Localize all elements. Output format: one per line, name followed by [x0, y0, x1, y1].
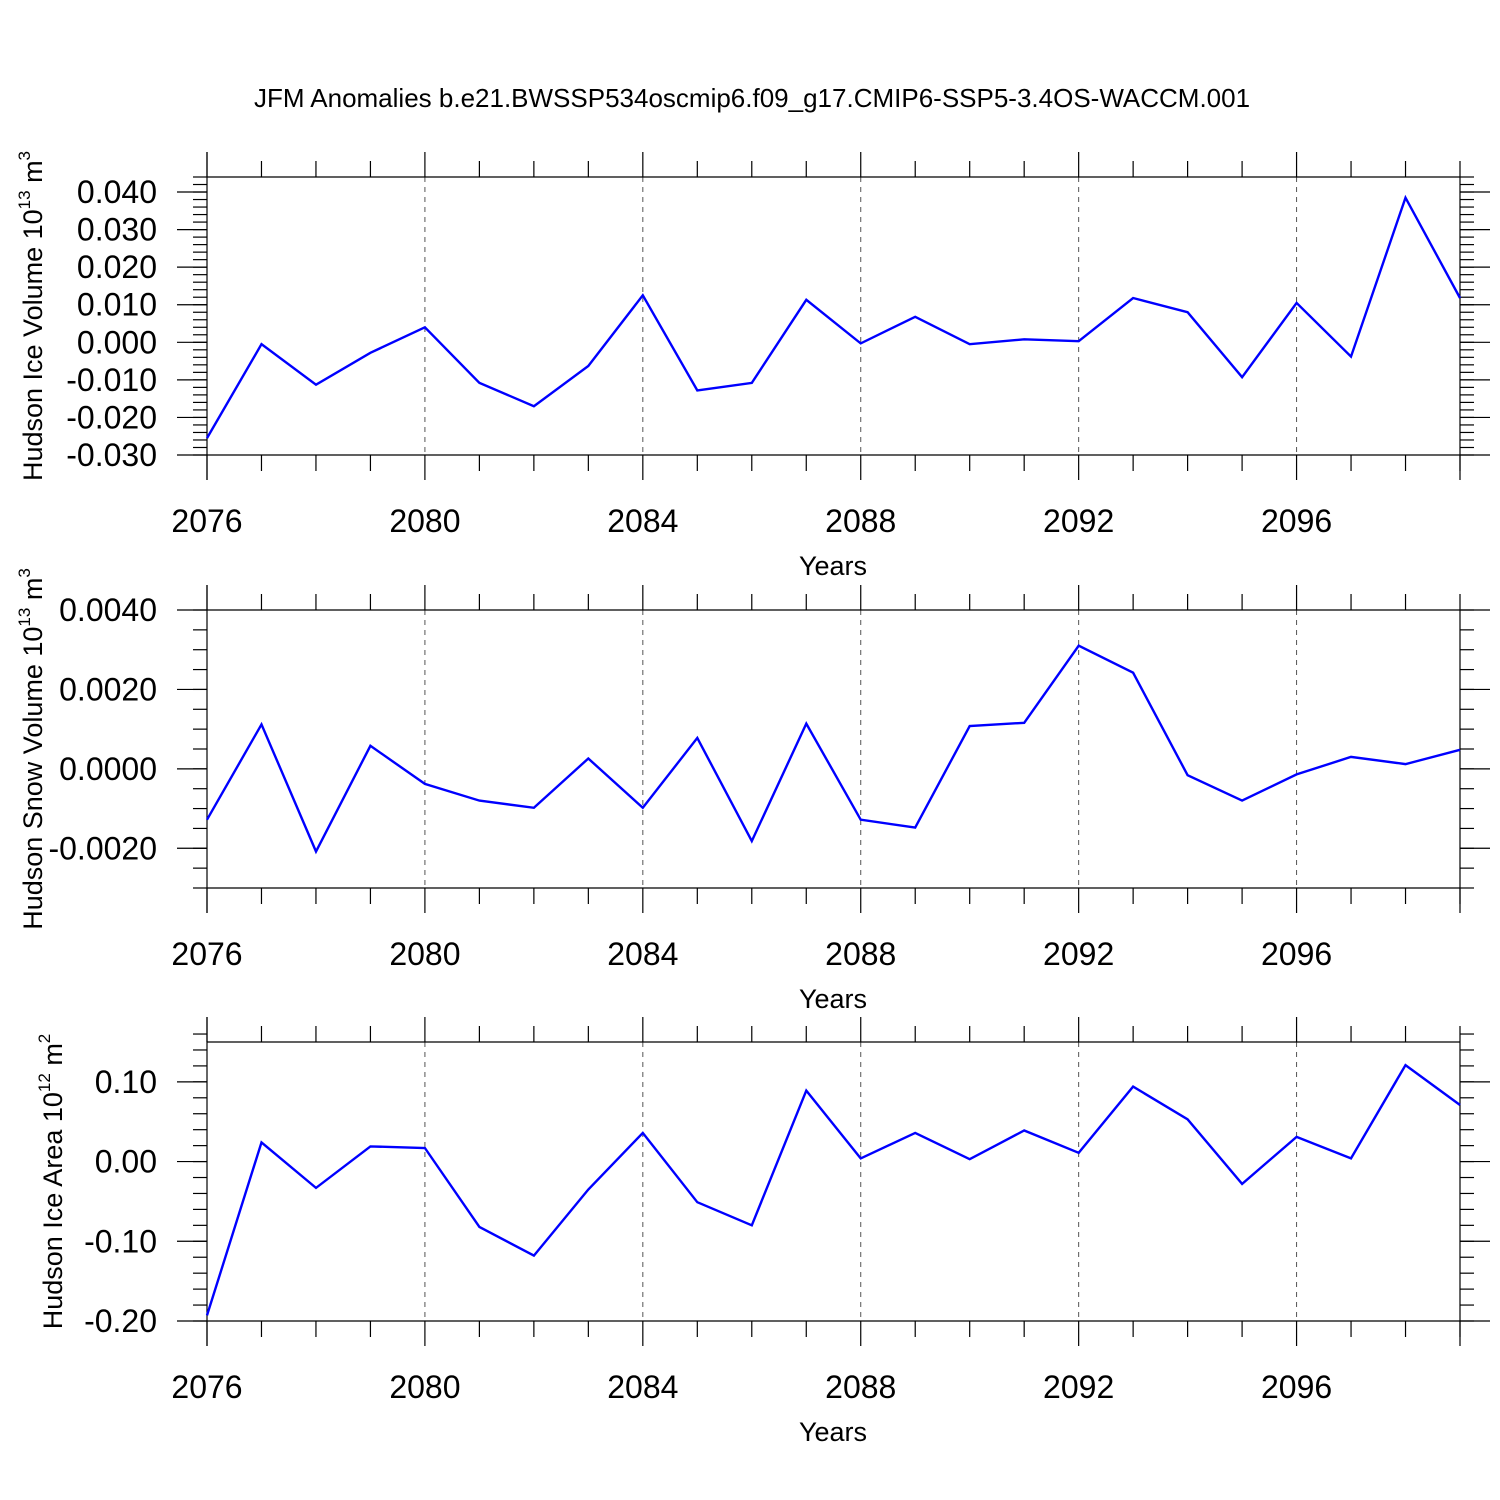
x-tick-label: 2084: [607, 1369, 678, 1405]
y-tick-label: 0.010: [77, 287, 157, 323]
x-tick-label: 2088: [825, 503, 896, 539]
x-tick-label: 2084: [607, 503, 678, 539]
y-axis-title-exponent: 12: [35, 1073, 54, 1092]
y-tick-label: 0.030: [77, 212, 157, 248]
y-axis-title-unit-exponent: 2: [35, 1034, 54, 1043]
x-axis-title: Years: [799, 1417, 867, 1447]
y-axis-title-main: Hudson Ice Volume 10: [18, 209, 48, 481]
series-line-ice-volume: [205, 194, 1462, 439]
figure-title: JFM Anomalies b.e21.BWSSP534oscmip6.f09_…: [254, 83, 1250, 113]
x-tick-label: 2076: [171, 503, 242, 539]
y-tick-label: -0.030: [66, 437, 157, 473]
y-tick-label: 0.0040: [59, 592, 157, 628]
y-tick-label: -0.20: [84, 1303, 157, 1339]
series-line-snow-volume: [205, 644, 1461, 855]
y-axis-title-unit-exponent: 3: [15, 568, 34, 577]
x-tick-label: 2096: [1261, 1369, 1332, 1405]
x-tick-label: 2076: [171, 1369, 242, 1405]
y-axis-title-main: Hudson Snow Volume 10: [18, 627, 48, 930]
x-tick-label: 2084: [607, 936, 678, 972]
y-tick-label: 0.0000: [59, 751, 157, 787]
series-line-ice-area: [205, 1063, 1461, 1316]
y-axis-title-unit: m: [18, 578, 48, 608]
y-tick-label: 0.0020: [59, 671, 157, 707]
y-axis-title-unit-exponent: 3: [15, 151, 34, 160]
y-axis-title-main: Hudson Ice Area 10: [38, 1092, 68, 1329]
x-tick-label: 2096: [1261, 936, 1332, 972]
y-axis-title-unit: m: [38, 1043, 68, 1073]
y-axis-title: Hudson Snow Volume 1013 m3: [15, 568, 48, 930]
x-tick-label: 2092: [1043, 1369, 1114, 1405]
y-tick-label: 0.00: [95, 1144, 157, 1180]
x-tick-label: 2080: [389, 1369, 460, 1405]
x-tick-label: 2088: [825, 936, 896, 972]
x-axis-title: Years: [799, 551, 867, 581]
y-tick-label: 0.000: [77, 324, 157, 360]
panels: 2076 2080 2084 2088 2092 2096-0.030-0.020-0.0…: [15, 151, 1490, 1447]
y-axis-title: Hudson Ice Area 1012 m2: [35, 1034, 68, 1330]
y-tick-label: 0.040: [77, 174, 157, 210]
y-axis-title-exponent: 13: [15, 190, 34, 209]
y-tick-label: -0.10: [84, 1223, 157, 1259]
y-axis-title-unit: m: [18, 160, 48, 190]
x-tick-label: 2092: [1043, 503, 1114, 539]
chart-panel-snow-volume: 2076 2080 2084 2088 2092 2096 -0.0020 0.0000 0.0…: [15, 568, 1490, 1014]
x-tick-label: 2080: [389, 503, 460, 539]
chart-panel-ice-area: 2076 2080 2084 2088 2092 2096 -0.20 -0.10 0.00 0.…: [35, 1017, 1490, 1447]
chart-panel-ice-volume: 2076 2080 2084 2088 2092 2096 -0.030-0.020-0.0…: [15, 151, 1490, 581]
x-tick-label: 2076: [171, 936, 242, 972]
y-tick-label: 0.10: [95, 1064, 157, 1100]
y-axis-title-exponent: 13: [15, 608, 34, 627]
x-tick-label: 2088: [825, 1369, 896, 1405]
y-tick-label: -0.010: [66, 362, 157, 398]
y-tick-label: 0.020: [77, 249, 157, 285]
x-axis-title: Years: [799, 984, 867, 1014]
x-tick-label: 2096: [1261, 503, 1332, 539]
y-tick-label: -0.0020: [48, 830, 157, 866]
x-tick-label: 2092: [1043, 936, 1114, 972]
y-tick-label: -0.020: [66, 399, 157, 435]
y-axis-title: Hudson Ice Volume 1013 m3: [15, 151, 48, 481]
x-tick-label: 2080: [389, 936, 460, 972]
